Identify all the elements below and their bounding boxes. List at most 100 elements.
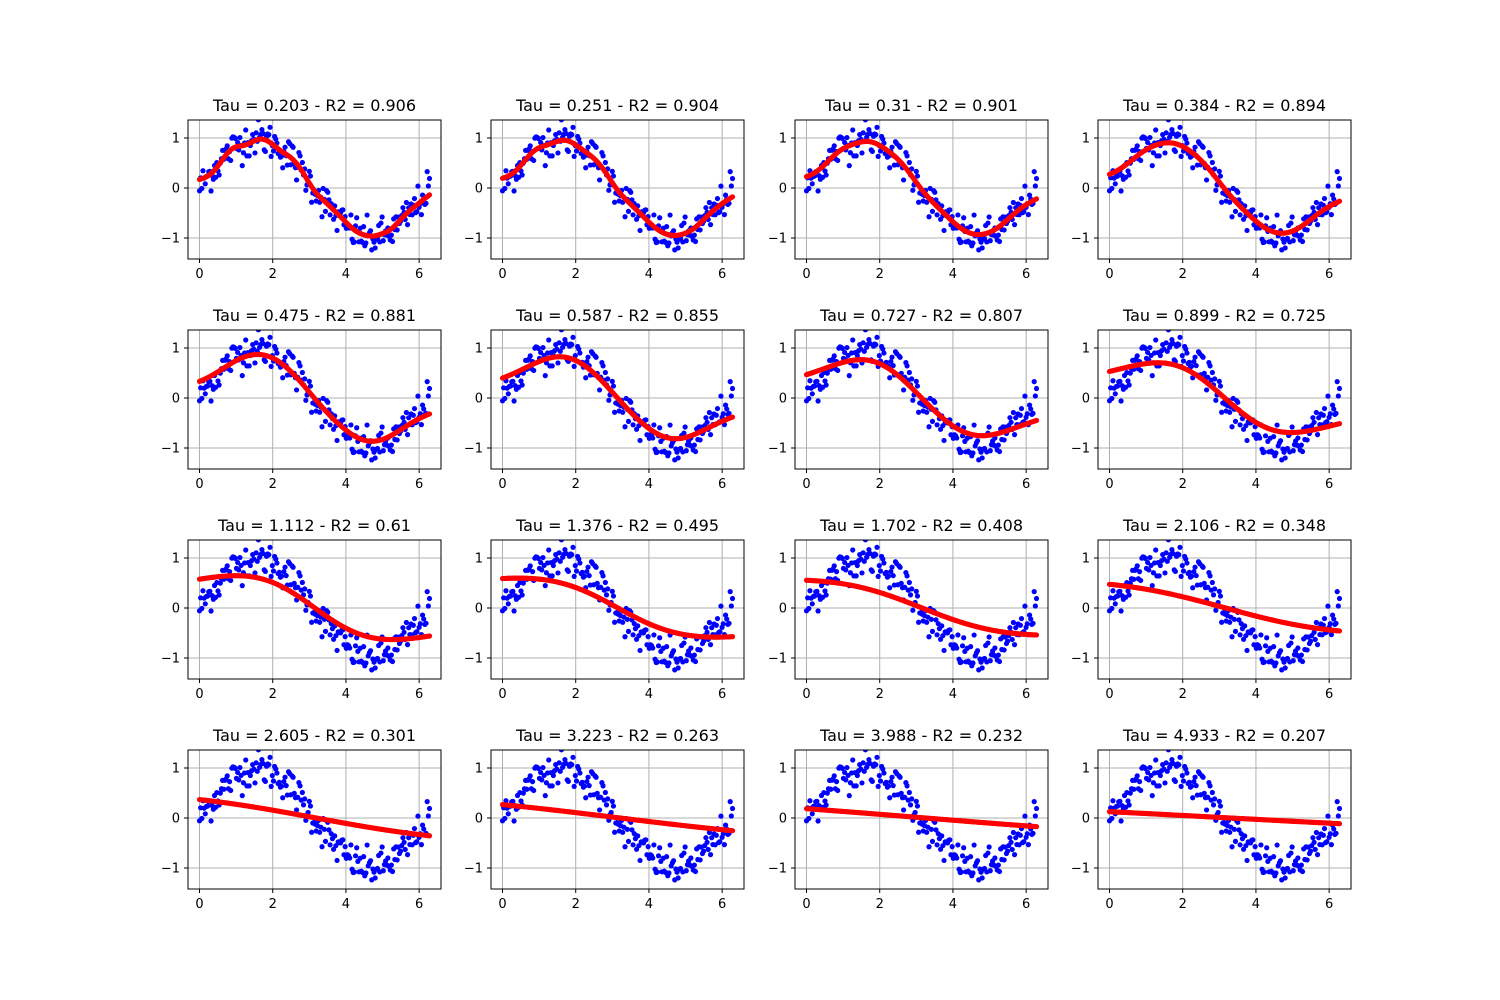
x-tick-label: 6 [718,477,726,492]
data-point [697,437,703,443]
data-point [255,120,262,123]
data-point [1110,588,1116,594]
data-point [519,592,525,598]
data-point [914,383,921,389]
data-point [847,570,854,576]
data-point [319,424,325,430]
data-point [253,130,259,136]
data-point [1299,448,1306,455]
data-point [620,409,626,415]
data-point [208,188,214,194]
data-point [968,224,974,230]
data-point [1176,552,1182,558]
x-tick-label: 4 [949,477,957,492]
data-point [1273,240,1279,246]
data-point [609,588,615,595]
data-point [728,183,734,189]
data-point [1336,175,1343,182]
data-point [924,409,930,415]
data-point [581,573,588,579]
data-point [352,643,359,649]
data-point [1212,376,1218,382]
data-point [900,177,907,183]
data-point [511,188,517,194]
data-point [252,570,258,576]
axes-frame [187,329,442,470]
data-point [844,134,850,141]
x-tick-label: 4 [949,267,957,282]
data-point [718,183,724,189]
data-point [228,577,234,584]
data-point [268,573,274,579]
data-point [806,395,812,402]
y-tick-label: 0 [475,602,483,617]
data-point [1325,183,1331,189]
data-point [1271,224,1277,230]
axes-frame [187,539,442,680]
data-point [814,588,820,594]
data-point [527,143,533,149]
data-point [913,378,919,384]
data-point [576,136,582,142]
data-point [243,547,249,553]
data-point [916,619,922,625]
data-point [239,373,245,379]
data-point [388,652,394,658]
data-point [1156,153,1162,159]
data-point [217,580,223,586]
data-point [873,132,879,138]
axes-frame [1097,329,1352,470]
data-point [811,593,818,599]
x-tick-label: 4 [645,267,653,282]
data-point [934,632,940,638]
data-point [232,345,238,352]
data-point [293,177,300,183]
data-point [727,169,733,175]
data-point [1321,615,1328,622]
data-point [572,563,578,569]
data-point [883,569,889,575]
data-point [542,373,548,379]
data-point [947,207,953,213]
data-point [1033,175,1040,182]
data-point [529,569,536,575]
axes-frame [490,119,745,260]
data-point [1282,665,1288,671]
x-tick-label: 2 [572,687,580,702]
data-point [1164,558,1170,564]
data-point [199,185,205,192]
data-point [1031,589,1037,595]
data-point [1180,568,1187,574]
data-point [727,589,733,595]
data-point [1212,166,1218,172]
data-point [1200,144,1206,150]
data-point [703,205,709,211]
data-point [1304,437,1310,443]
y-tick-label: 1 [172,132,180,147]
data-point [846,373,852,379]
data-point [1177,544,1183,550]
data-point [542,163,548,169]
data-point [215,588,221,594]
data-point [556,340,562,346]
data-point [299,159,305,166]
data-point [932,399,938,405]
data-point [503,588,509,594]
data-point [675,455,681,461]
data-point [996,238,1003,245]
data-point [897,144,903,150]
data-point [593,564,599,570]
data-point [1288,220,1294,226]
fit-point [729,194,736,200]
data-point [268,363,274,369]
data-point [1327,621,1333,627]
data-point [683,658,689,664]
data-point [815,188,821,194]
data-point [897,354,903,360]
data-point [1126,172,1132,178]
data-point [1328,212,1335,218]
data-point [979,665,985,671]
data-point [914,593,921,599]
data-point [985,640,991,646]
